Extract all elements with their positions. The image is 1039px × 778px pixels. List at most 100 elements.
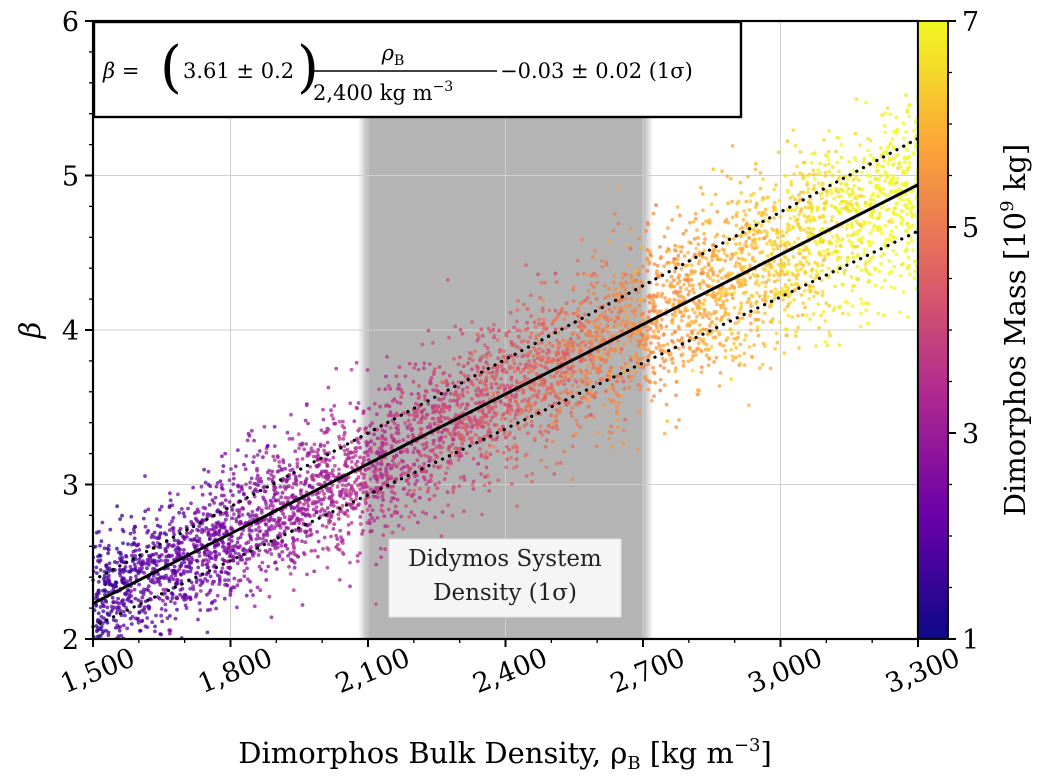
scatter-point — [748, 263, 752, 268]
scatter-point — [499, 416, 504, 421]
scatter-point — [248, 534, 253, 539]
scatter-point — [121, 541, 125, 545]
scatter-point — [834, 189, 839, 193]
scatter-point — [505, 445, 509, 449]
scatter-point — [252, 455, 256, 459]
scatter-point — [279, 495, 284, 499]
scatter-point — [827, 330, 832, 335]
scatter-point — [810, 152, 814, 156]
scatter-point — [409, 510, 414, 515]
scatter-point — [256, 483, 261, 488]
scatter-point — [433, 482, 437, 487]
scatter-point — [306, 451, 310, 456]
scatter-point — [217, 577, 222, 582]
scatter-point — [600, 328, 605, 333]
scatter-point — [744, 333, 748, 338]
scatter-point — [262, 485, 267, 489]
scatter-point — [507, 398, 512, 402]
scatter-point — [874, 169, 879, 174]
scatter-point — [571, 343, 576, 348]
scatter-point — [389, 444, 394, 448]
scatter-point — [394, 477, 399, 482]
scatter-point — [360, 532, 364, 536]
scatter-point — [762, 229, 767, 233]
scatter-point — [283, 543, 288, 548]
scatter-point — [731, 236, 736, 241]
scatter-point — [723, 355, 728, 360]
scatter-point — [904, 183, 909, 188]
scatter-point — [806, 187, 811, 192]
scatter-point — [158, 632, 163, 636]
scatter-point — [382, 514, 387, 518]
scatter-point — [147, 678, 151, 682]
scatter-point — [742, 209, 747, 213]
scatter-point — [429, 473, 433, 477]
scatter-point — [158, 524, 163, 529]
scatter-point — [752, 219, 757, 224]
scatter-point — [606, 386, 611, 391]
scatter-point — [509, 419, 513, 423]
scatter-point — [329, 413, 334, 418]
scatter-point — [185, 569, 190, 574]
scatter-point — [375, 474, 380, 479]
scatter-point — [303, 529, 307, 534]
scatter-point — [895, 127, 900, 132]
scatter-point — [880, 285, 884, 290]
scatter-point — [910, 188, 915, 193]
scatter-point — [503, 435, 508, 440]
scatter-point — [151, 566, 155, 571]
scatter-point — [404, 504, 408, 508]
scatter-point — [604, 263, 609, 267]
scatter-point — [222, 545, 227, 550]
scatter-point — [624, 280, 629, 285]
scatter-point — [634, 370, 638, 375]
scatter-point — [682, 254, 687, 258]
scatter-point — [839, 194, 843, 199]
scatter-point — [126, 569, 131, 574]
scatter-point — [791, 255, 796, 259]
scatter-point — [198, 589, 203, 593]
scatter-point — [124, 554, 129, 559]
scatter-point — [507, 385, 512, 390]
scatter-point — [892, 286, 897, 291]
scatter-point — [901, 169, 906, 173]
scatter-point — [370, 508, 375, 512]
scatter-point — [524, 452, 529, 457]
scatter-point — [748, 301, 753, 306]
scatter-point — [623, 296, 628, 301]
scatter-point — [877, 269, 882, 274]
scatter-point — [786, 208, 791, 213]
scatter-point — [889, 217, 894, 222]
scatter-point — [737, 199, 741, 204]
scatter-point — [588, 301, 593, 305]
scatter-point — [384, 480, 389, 484]
scatter-point — [485, 392, 489, 397]
scatter-point — [94, 565, 99, 570]
scatter-point — [502, 411, 507, 416]
scatter-point — [648, 252, 653, 257]
scatter-point — [581, 395, 586, 400]
scatter-point — [802, 289, 807, 293]
scatter-point — [641, 365, 645, 370]
scatter-point — [862, 247, 867, 252]
scatter-point — [151, 541, 156, 545]
scatter-point — [763, 207, 768, 212]
scatter-point — [260, 560, 265, 565]
scatter-point — [652, 262, 657, 266]
scatter-point — [447, 335, 451, 340]
scatter-point — [912, 259, 917, 264]
scatter-point — [820, 191, 824, 196]
scatter-point — [486, 473, 490, 478]
scatter-point — [705, 271, 710, 276]
scatter-point — [342, 433, 346, 438]
scatter-point — [380, 428, 385, 432]
scatter-point — [211, 533, 216, 538]
scatter-point — [798, 150, 803, 154]
scatter-point — [474, 377, 479, 382]
scatter-point — [594, 444, 599, 449]
scatter-point — [194, 534, 199, 538]
scatter-point — [470, 396, 474, 401]
scatter-point — [547, 423, 551, 428]
scatter-point — [704, 353, 709, 358]
scatter-point — [605, 324, 610, 329]
